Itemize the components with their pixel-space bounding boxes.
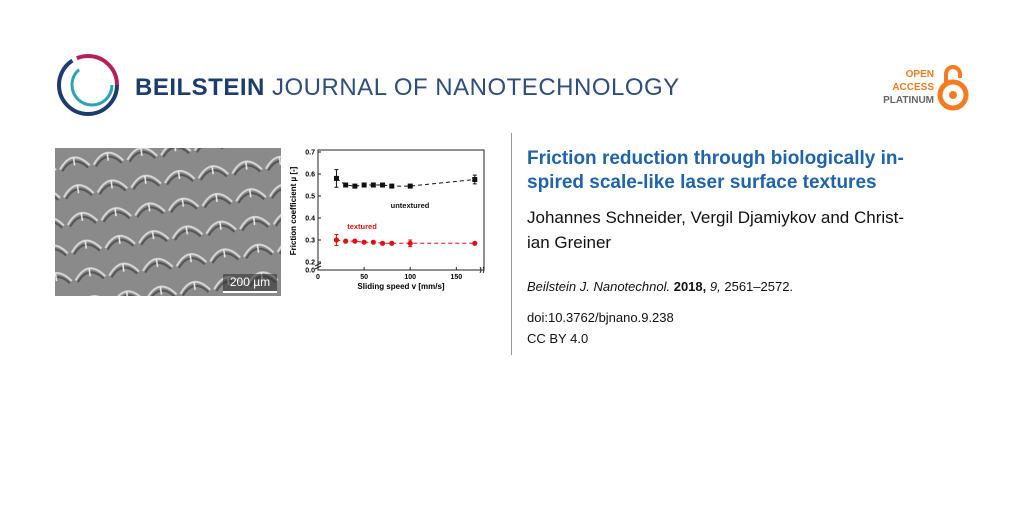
chart: 0.00.2 0.3 0.4 0.5 0.6 0.7 0 50 100 150 Sliding sp… bbox=[289, 149, 485, 291]
x-tick-label: 50 bbox=[360, 274, 368, 281]
y-tick-label: 0.5 bbox=[305, 194, 315, 201]
series-label: textured bbox=[347, 222, 377, 231]
data-point bbox=[361, 239, 367, 245]
data-point bbox=[343, 238, 349, 244]
y-tick-label: 0.0 bbox=[305, 268, 315, 275]
data-point bbox=[370, 182, 376, 188]
data-point bbox=[333, 175, 339, 181]
data-point bbox=[389, 240, 395, 246]
data-point bbox=[343, 182, 349, 188]
y-tick-label: 0.6 bbox=[305, 172, 315, 179]
y-tick-label: 0.2 bbox=[305, 260, 315, 267]
authors: Johannes Schneider, Vergil Djamiykov and… bbox=[527, 208, 905, 252]
article-title: Friction reduction through biologically … bbox=[527, 148, 904, 193]
x-tick-label: 0 bbox=[316, 274, 320, 281]
x-tick-label: 100 bbox=[404, 274, 416, 281]
y-tick-label: 0.3 bbox=[305, 238, 315, 245]
data-point bbox=[389, 183, 395, 189]
y-tick-label: 0.7 bbox=[305, 150, 315, 157]
data-point bbox=[472, 177, 478, 182]
data-point bbox=[407, 183, 413, 189]
data-point bbox=[333, 237, 340, 243]
x-axis-label: Sliding speed v [mm/s] bbox=[357, 282, 444, 291]
divider bbox=[511, 133, 512, 355]
citation: Beilstein J. Nanotechnol. 2018, 9, 2561–… bbox=[527, 279, 794, 294]
scale-bar-label: 200 µm bbox=[230, 275, 270, 289]
x-tick-label: 150 bbox=[450, 274, 462, 281]
data-point bbox=[472, 240, 478, 246]
data-point bbox=[352, 238, 358, 244]
data-point bbox=[361, 182, 367, 188]
y-axis-label: Friction coefficient µ [-] bbox=[289, 166, 298, 255]
y-tick-label: 0.4 bbox=[305, 216, 315, 223]
micrograph: 200 µm bbox=[55, 148, 281, 296]
doi: doi:10.3762/bjnano.9.238 bbox=[527, 310, 674, 325]
open-access-badge: OPEN ACCESS PLATINUM bbox=[883, 69, 934, 106]
data-point bbox=[380, 182, 386, 188]
logo bbox=[57, 54, 119, 116]
data-point bbox=[379, 240, 386, 246]
journal-name: BEILSTEIN JOURNAL OF NANOTECHNOLOGY bbox=[135, 74, 680, 101]
series-label: untextured bbox=[391, 201, 430, 210]
lock-icon bbox=[937, 65, 969, 111]
data-point bbox=[352, 183, 358, 189]
series-line bbox=[336, 177, 475, 187]
data-point bbox=[370, 239, 376, 245]
x-axis-break bbox=[479, 266, 485, 274]
plot-frame bbox=[317, 149, 485, 271]
data-point bbox=[407, 240, 413, 246]
license: CC BY 4.0 bbox=[527, 331, 589, 346]
